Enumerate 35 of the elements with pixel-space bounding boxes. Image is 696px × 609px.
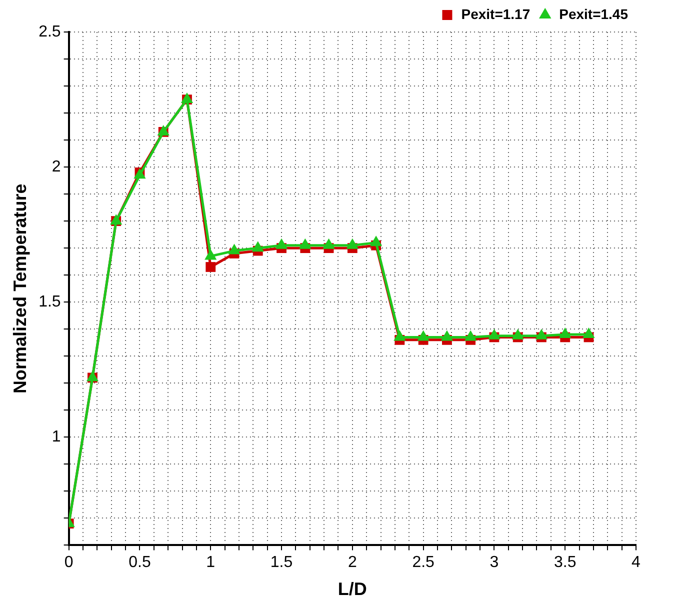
legend-label: Pexit=1.17 (461, 6, 530, 22)
point (440, 330, 454, 341)
point (488, 328, 500, 340)
point (464, 330, 477, 341)
point (299, 238, 312, 249)
x-tick-label: 0.5 (128, 554, 151, 572)
point (206, 262, 216, 272)
point (512, 328, 524, 340)
y-tick-label: 2.5 (38, 23, 61, 40)
x-tick-label: 2.5 (412, 554, 435, 572)
point (582, 328, 595, 338)
point (228, 244, 240, 254)
point (535, 328, 548, 340)
x-tick-label: 2 (348, 554, 357, 572)
y-tick-label: 1 (52, 428, 61, 446)
point (346, 238, 358, 249)
point (417, 330, 430, 341)
point (252, 241, 264, 252)
legend-label: Pexit=1.45 (559, 6, 628, 22)
x-tick-label: 4 (632, 554, 641, 572)
x-tick-label: 3.5 (554, 554, 576, 572)
point (322, 238, 335, 249)
y-tick-label: 1.5 (38, 294, 61, 311)
point (394, 330, 406, 341)
point (370, 236, 382, 246)
x-axis-title: L/D (338, 579, 367, 600)
y-tick-label: 2 (52, 158, 61, 176)
point (275, 238, 288, 249)
y-axis-title: Normalized Temperature (10, 184, 30, 394)
point (559, 328, 572, 338)
point (204, 249, 217, 260)
x-tick-label: 0 (64, 554, 74, 572)
x-tick-label: 1 (206, 554, 216, 572)
x-tick-label: 3 (490, 554, 499, 572)
x-tick-label: 1.5 (270, 554, 293, 572)
